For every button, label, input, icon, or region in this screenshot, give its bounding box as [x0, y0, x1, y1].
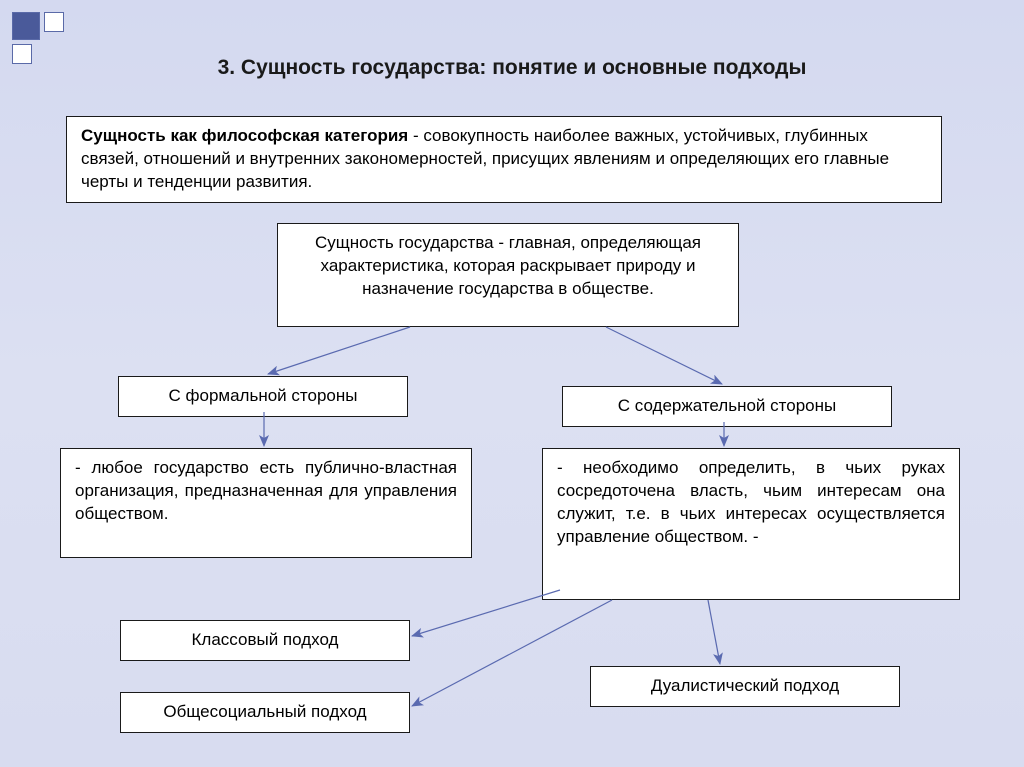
page-title: 3. Сущность государства: понятие и основ…: [0, 56, 1024, 80]
box-content-description: - необходимо определить, в чьих руках со…: [542, 448, 960, 600]
box-formal-description: - любое государство есть публично-властн…: [60, 448, 472, 558]
box-content-label: С содержательной стороны: [562, 386, 892, 427]
box-dualistic-approach: Дуалистический подход: [590, 666, 900, 707]
box-essence: Сущность государства - главная, определя…: [277, 223, 739, 327]
box-class-approach: Классовый подход: [120, 620, 410, 661]
box-definition: Сущность как философская категория - сов…: [66, 116, 942, 203]
box-social-approach: Общесоциальный подход: [120, 692, 410, 733]
box-formal-label: С формальной стороны: [118, 376, 408, 417]
definition-term: Сущность как философская категория: [81, 126, 408, 145]
